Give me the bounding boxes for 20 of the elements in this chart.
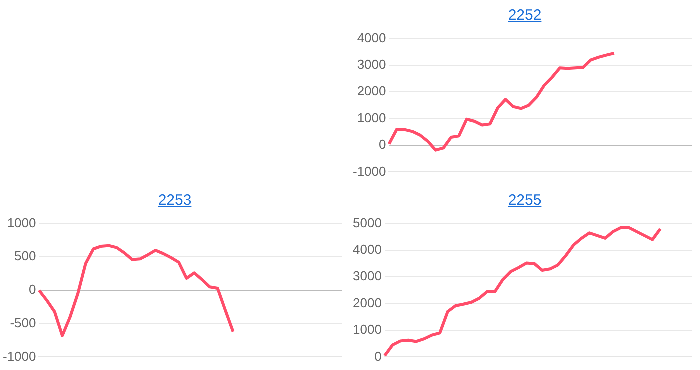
chart-title: 2253 [157, 191, 193, 211]
y-tick-label: 4000 [353, 242, 382, 258]
y-tick-label: 3000 [357, 57, 386, 72]
y-tick-label: 0 [379, 137, 386, 152]
y-tick-label: 0 [29, 282, 36, 298]
y-tick-label: -1000 [3, 348, 36, 364]
y-tick-label: 2000 [353, 295, 382, 310]
y-tick-label: 1000 [353, 322, 382, 338]
y-tick-label: -500 [10, 315, 36, 330]
y-tick-label: 5000 [353, 215, 382, 230]
y-tick-label: 3000 [353, 268, 382, 284]
y-tick-label: 4000 [357, 30, 386, 46]
y-tick-label: 1000 [357, 110, 386, 126]
y-tick-label: 2000 [357, 84, 386, 99]
chart-title: 2252 [507, 6, 543, 26]
y-tick-label: -1000 [353, 164, 386, 179]
y-tick-label: 0 [374, 348, 382, 364]
chart-title: 2255 [507, 191, 543, 211]
y-tick-label: 1000 [7, 215, 36, 230]
y-tick-label: 500 [14, 248, 36, 264]
